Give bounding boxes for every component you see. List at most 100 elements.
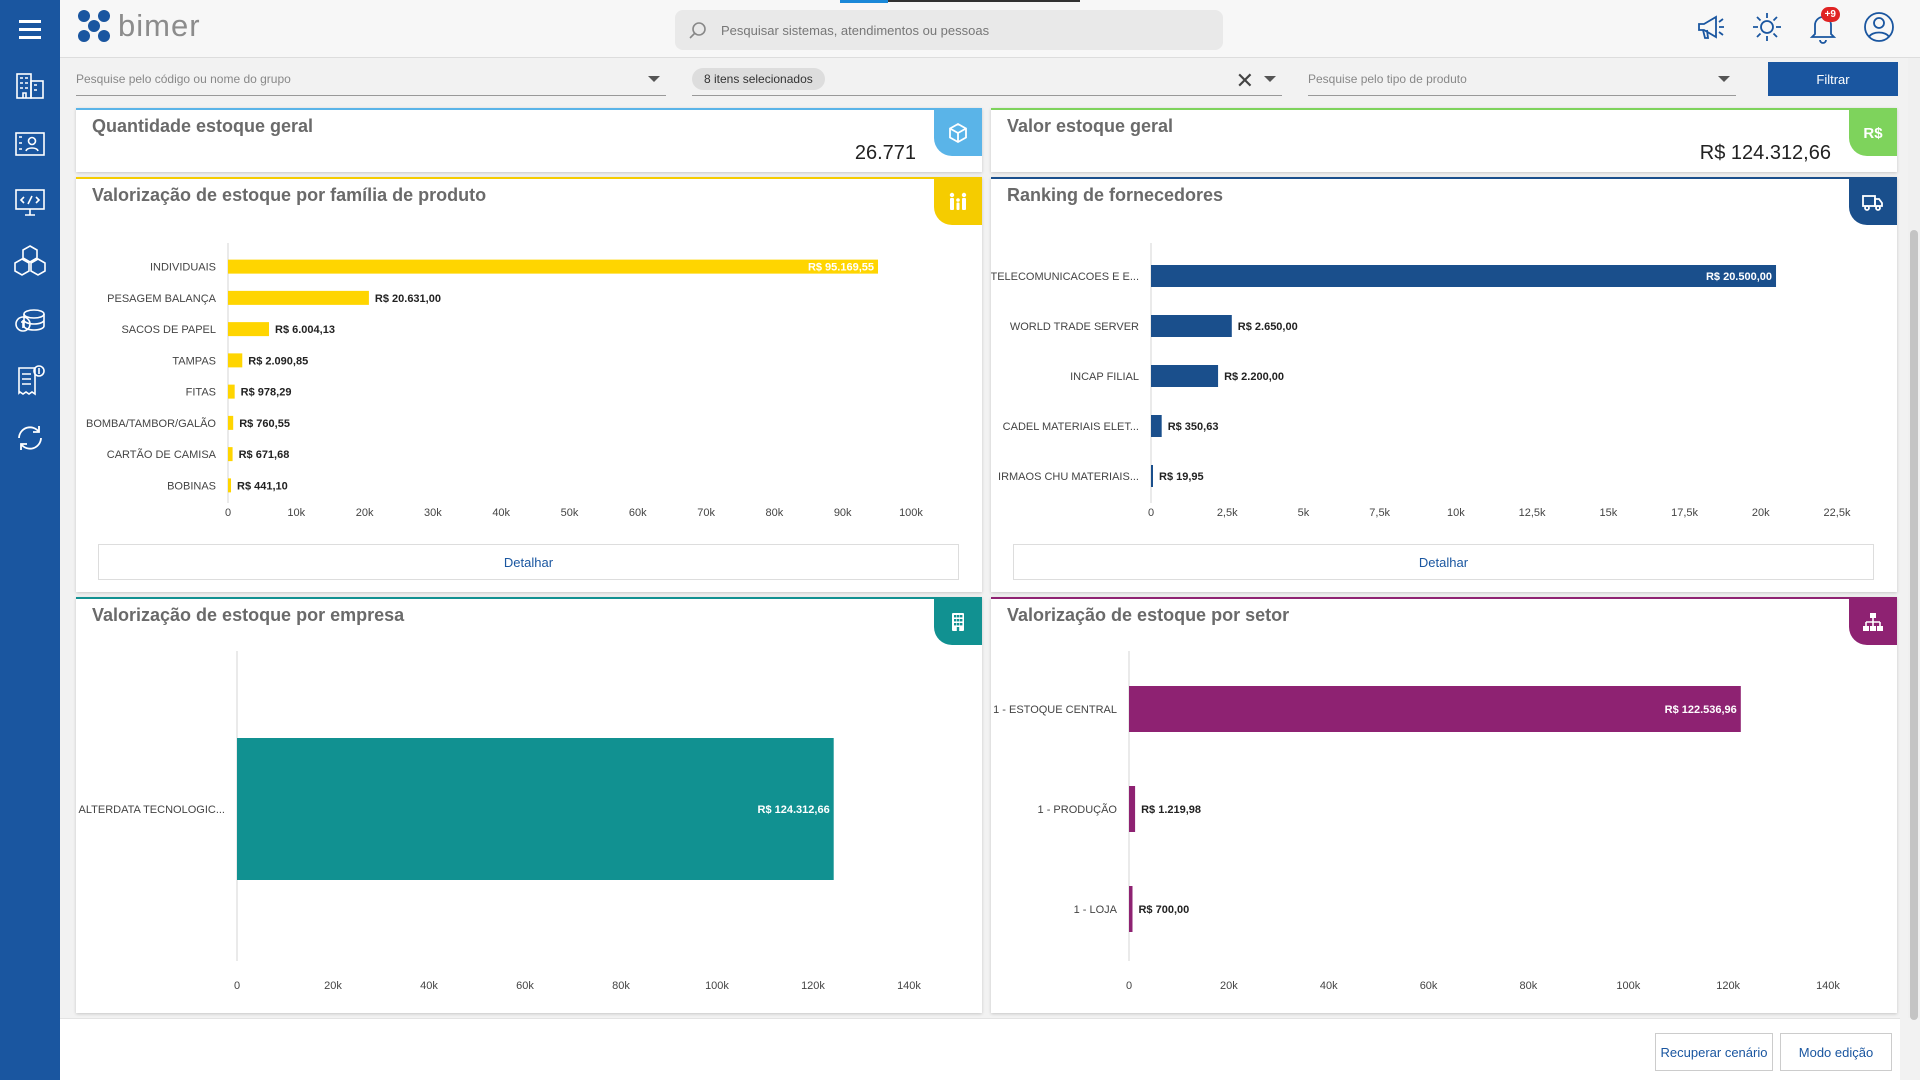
contacts-icon[interactable]: [0, 120, 60, 168]
bar: [228, 259, 879, 274]
x-tick-label: 30k: [424, 507, 442, 519]
bar: [228, 353, 243, 368]
x-tick-label: 0: [1148, 507, 1154, 519]
search-accent-line: [888, 0, 1080, 2]
x-tick-label: 80k: [1520, 980, 1538, 992]
footer: Recuperar cenário Modo edição: [60, 1018, 1900, 1080]
chevron-down-icon[interactable]: [648, 76, 660, 82]
data-label: R$ 20.631,00: [375, 293, 441, 305]
data-label: R$ 124.312,66: [758, 804, 830, 816]
x-tick-label: 2,5k: [1217, 507, 1238, 519]
bar: [1151, 415, 1162, 437]
search-placeholder: Pesquisar sistemas, atendimentos ou pess…: [721, 22, 990, 38]
selected-items-chip[interactable]: 8 itens selecionados: [692, 67, 825, 90]
user-avatar-icon[interactable]: [1860, 7, 1898, 47]
sector-chart-card: Valorização de estoque por setor 0 20k 40k…: [991, 597, 1897, 1013]
page-scrollbar-thumb[interactable]: [1910, 230, 1918, 1020]
product-type-placeholder: Pesquise pelo tipo de produto: [1308, 71, 1467, 86]
category-label: CADEL MATERIAIS ELET...: [1003, 421, 1139, 433]
product-type-field[interactable]: Pesquise pelo tipo de produto: [1308, 62, 1736, 96]
category-label: WORLD TRADE SERVER: [1010, 321, 1139, 333]
x-tick-label: 90k: [834, 507, 852, 519]
x-tick-label: 20k: [1220, 980, 1238, 992]
kpi-quantity-card: Quantidade estoque geral 26.771: [76, 108, 982, 172]
bar: [1129, 686, 1741, 732]
currency-icon: R$: [1849, 110, 1897, 156]
x-tick-label: 70k: [697, 507, 715, 519]
data-label: R$ 350,63: [1168, 421, 1219, 433]
edit-mode-button[interactable]: Modo edição: [1780, 1033, 1892, 1071]
category-label: TELECOMUNICACOES E E...: [991, 271, 1139, 283]
bar: [237, 738, 834, 880]
logo-text: bimer: [118, 8, 201, 43]
sector-bar-chart: 0 20k 40k 60k 80k 100k 120k 140k 1 - ESTOQUE CEN…: [993, 651, 1840, 992]
x-tick-label: 60k: [1420, 980, 1438, 992]
x-tick-label: 80k: [766, 507, 784, 519]
kpi-value-card: Valor estoque geral R$ 124.312,66 R$: [991, 108, 1897, 172]
global-search[interactable]: Pesquisar sistemas, atendimentos ou pess…: [675, 10, 1223, 50]
invoice-icon[interactable]: [0, 356, 60, 404]
notifications-badge: +9: [1820, 7, 1840, 22]
kpi-quantity-title: Quantidade estoque geral: [92, 116, 314, 136]
x-tick-label: 15k: [1599, 507, 1617, 519]
theme-sun-icon[interactable]: [1748, 7, 1786, 47]
building-icon[interactable]: [0, 62, 60, 110]
group-search-field[interactable]: Pesquise pelo código ou nome do grupo: [76, 62, 666, 96]
chevron-down-icon[interactable]: [1718, 76, 1730, 82]
x-tick-label: 120k: [1716, 980, 1740, 992]
bar: [1151, 365, 1219, 387]
x-tick-label: 0: [1126, 980, 1132, 992]
chevron-down-icon[interactable]: [1264, 76, 1276, 82]
family-detail-button[interactable]: Detalhar: [98, 544, 959, 580]
boxes-icon[interactable]: [0, 236, 60, 284]
data-label: R$ 2.200,00: [1224, 371, 1284, 383]
kpi-quantity-value: 26.771: [854, 142, 916, 164]
data-label: R$ 2.090,85: [248, 355, 308, 367]
category-label: INDIVIDUAIS: [150, 262, 216, 274]
suppliers-chart-card: Ranking de fornecedores 0 2,5k 5k 7,5k 10k 12…: [991, 177, 1897, 592]
menu-icon[interactable]: [0, 5, 60, 53]
category-label: 1 - LOJA: [1074, 904, 1118, 916]
x-tick-label: 22,5k: [1824, 507, 1851, 519]
x-tick-label: 60k: [629, 507, 647, 519]
megaphone-icon[interactable]: [1692, 7, 1730, 47]
x-tick-label: 5k: [1298, 507, 1310, 519]
clear-selection-icon[interactable]: ✕: [1235, 68, 1254, 93]
category-label: 1 - ESTOQUE CENTRAL: [993, 704, 1117, 716]
coins-icon[interactable]: [0, 296, 60, 344]
data-label: R$ 671,68: [239, 449, 290, 461]
top-header: bimer Pesquisar sistemas, atendimentos o…: [60, 0, 1920, 58]
kpi-value-title: Valor estoque geral: [1007, 116, 1174, 136]
x-tick-label: 40k: [492, 507, 510, 519]
refresh-icon[interactable]: [0, 414, 60, 462]
data-label: R$ 1.219,98: [1141, 804, 1201, 816]
company-bar-chart: 0 20k 40k 60k 80k 100k 120k 140k ALTERDATA TECNO…: [79, 651, 921, 992]
truck-icon: [1849, 179, 1897, 225]
suppliers-detail-button[interactable]: Detalhar: [1013, 544, 1874, 580]
selection-field[interactable]: 8 itens selecionados ✕: [692, 62, 1282, 96]
x-tick-label: 10k: [287, 507, 305, 519]
search-icon: [689, 22, 706, 39]
recover-scenario-button[interactable]: Recuperar cenário: [1655, 1033, 1773, 1071]
category-label: BOMBA/TAMBOR/GALÃO: [86, 417, 216, 430]
monitor-code-icon[interactable]: [0, 178, 60, 226]
family-chart-card: Valorização de estoque por família de pr…: [76, 177, 982, 592]
category-label: IRMAOS CHU MATERIAIS...: [998, 471, 1139, 483]
category-label: FITAS: [186, 387, 216, 399]
data-label: R$ 19,95: [1159, 471, 1204, 483]
bar: [1151, 315, 1232, 337]
x-tick-label: 40k: [1320, 980, 1338, 992]
company-chart-card: Valorização de estoque por empresa 0 20k 4…: [76, 597, 982, 1013]
sidebar: [0, 0, 60, 1080]
group-search-placeholder: Pesquise pelo código ou nome do grupo: [76, 71, 291, 86]
x-tick-label: 17,5k: [1671, 507, 1698, 519]
data-label: R$ 2.650,00: [1238, 321, 1298, 333]
notifications-icon[interactable]: +9: [1804, 7, 1842, 47]
x-tick-label: 20k: [324, 980, 342, 992]
kpi-value-amount: R$ 124.312,66: [1699, 142, 1831, 164]
x-tick-label: 120k: [801, 980, 825, 992]
filter-button[interactable]: Filtrar: [1768, 62, 1898, 96]
x-tick-label: 50k: [561, 507, 579, 519]
bimer-logo[interactable]: bimer: [76, 8, 201, 44]
x-tick-label: 0: [234, 980, 240, 992]
